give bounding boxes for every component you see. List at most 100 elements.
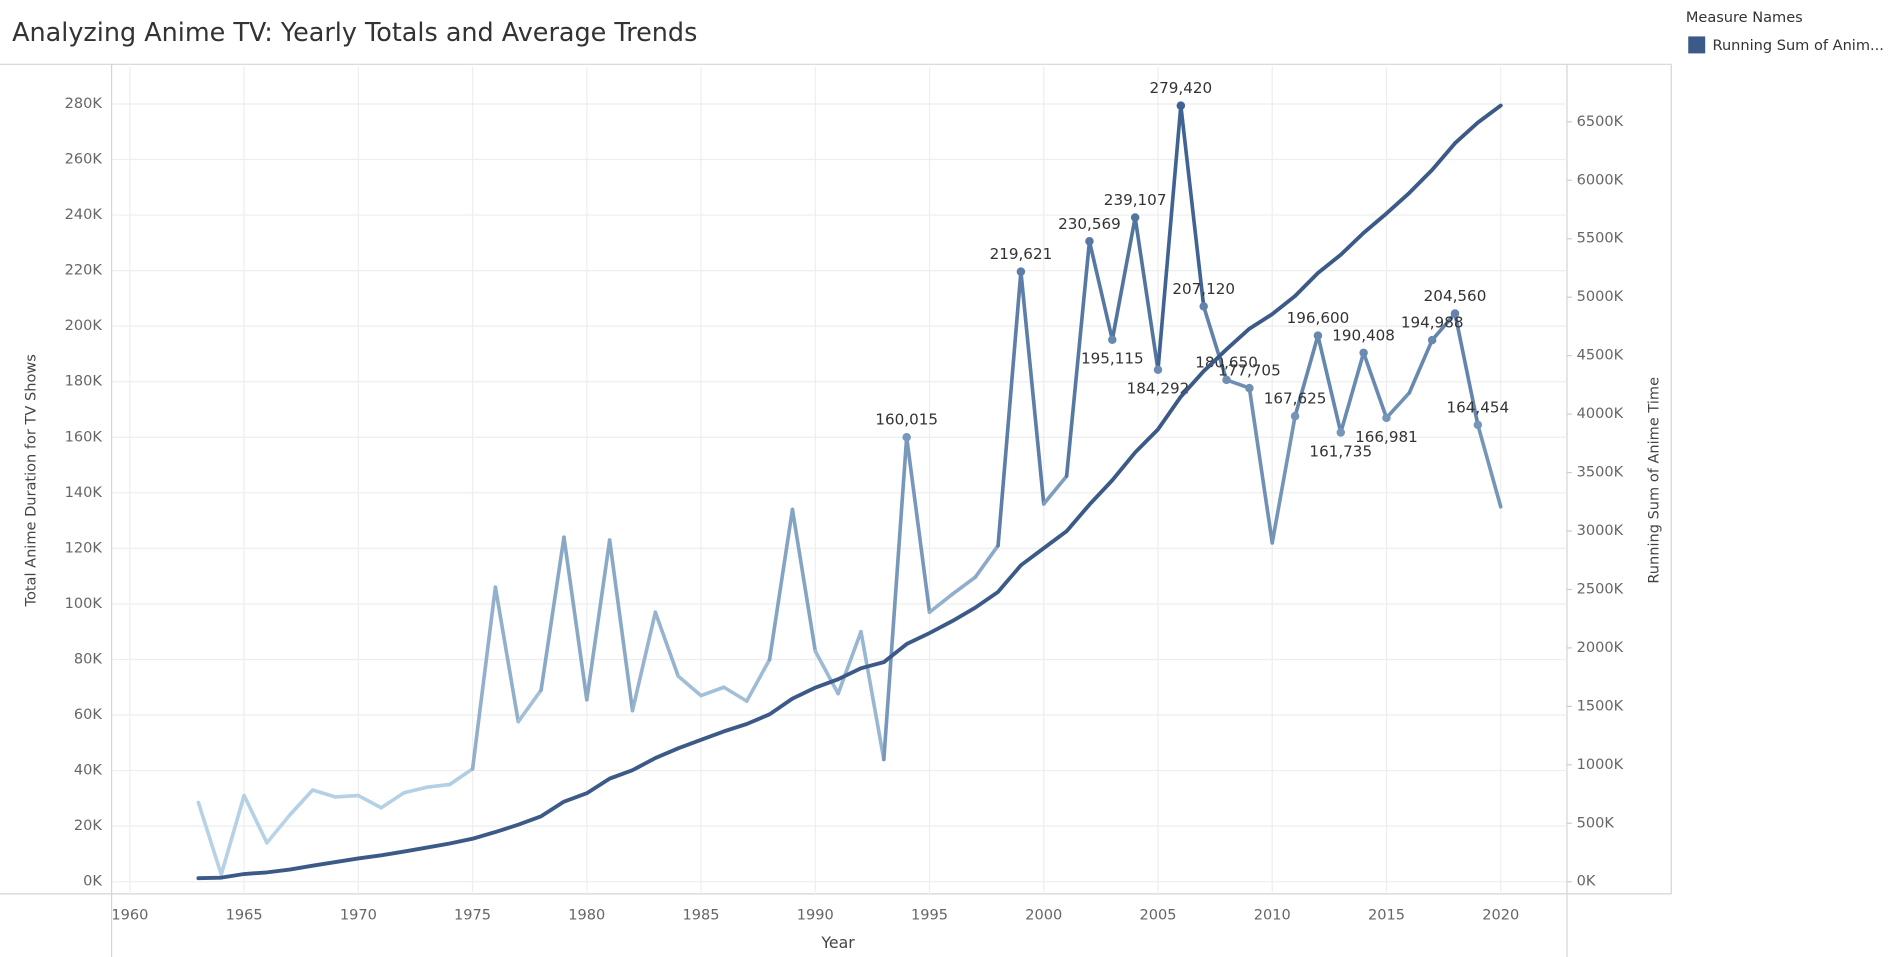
y2-tick-label: 2500K — [1577, 580, 1624, 597]
y2-tick-label: 3000K — [1577, 522, 1624, 539]
line-segment — [676, 674, 703, 698]
y2-tick-label: 0K — [1577, 873, 1596, 890]
data-label: 195,115 — [1081, 350, 1144, 368]
line-segment — [722, 685, 749, 703]
data-label: 190,408 — [1332, 326, 1395, 344]
x-tick-label: 1970 — [340, 907, 377, 924]
line-segment — [562, 535, 589, 702]
line-segment — [1087, 239, 1115, 342]
data-label: 239,107 — [1104, 191, 1167, 209]
data-label: 164,454 — [1447, 398, 1510, 416]
line-segment — [493, 585, 521, 724]
line-segment — [767, 507, 795, 662]
data-point — [1085, 237, 1094, 246]
line-segment — [1019, 269, 1046, 506]
line-segment — [1430, 311, 1457, 342]
x-tick-label: 2010 — [1254, 907, 1291, 924]
data-label: 184,292 — [1127, 380, 1190, 398]
line-segment — [950, 575, 978, 597]
y-axis-label: Total Anime Duration for TV Shows — [23, 354, 40, 607]
data-label: 219,621 — [990, 245, 1053, 263]
line-segment — [927, 592, 955, 615]
y-tick-label: 280K — [65, 95, 103, 112]
y2-tick-label: 1500K — [1577, 697, 1624, 714]
y-tick-label: 180K — [65, 373, 103, 390]
line-segment — [470, 585, 498, 771]
line-segment — [1201, 304, 1229, 382]
data-point — [1016, 267, 1026, 276]
data-label: 177,705 — [1218, 362, 1281, 380]
data-label: 207,120 — [1172, 280, 1235, 298]
data-label: 161,735 — [1309, 442, 1372, 460]
line-segment — [219, 793, 246, 877]
x-tick-label: 1995 — [911, 907, 948, 924]
line-segment — [516, 688, 543, 724]
line-segment — [447, 767, 475, 787]
data-label: 230,569 — [1058, 215, 1121, 233]
line-segment — [265, 813, 292, 845]
x-tick-label: 1990 — [797, 907, 834, 924]
line-segment — [425, 782, 452, 790]
data-label: 204,560 — [1424, 287, 1487, 305]
y2-axis-label: Running Sum of Anime Time — [1645, 377, 1662, 584]
line-segment — [607, 538, 635, 713]
y2-tick-label: 5500K — [1577, 230, 1624, 247]
y2-tick-label: 1000K — [1577, 756, 1624, 773]
y-tick-label: 120K — [65, 539, 103, 556]
y2-tick-label: 6000K — [1577, 171, 1624, 188]
y-tick-label: 20K — [74, 817, 103, 834]
line-segment — [790, 507, 818, 653]
data-point — [1222, 375, 1231, 385]
x-tick-label: 1965 — [226, 907, 263, 924]
data-label: 279,420 — [1149, 79, 1212, 97]
line-segment — [287, 788, 315, 817]
data-label: 167,625 — [1264, 390, 1327, 408]
line-segment — [1064, 239, 1092, 478]
y2-tick-label: 3500K — [1577, 464, 1624, 481]
legend-title: Measure Names — [1686, 9, 1803, 26]
chart-title: Analyzing Anime TV: Yearly Totals and Av… — [12, 18, 697, 48]
line-segment — [836, 629, 863, 696]
line-segment — [242, 793, 269, 845]
y2-tick-label: 4000K — [1577, 405, 1624, 422]
line-segment — [859, 629, 886, 762]
y-tick-label: 240K — [65, 206, 103, 223]
line-segment — [333, 793, 361, 799]
y2-tick-label: 6500K — [1577, 113, 1624, 130]
data-point — [1290, 411, 1300, 421]
line-segment — [539, 535, 566, 692]
data-label: 160,015 — [875, 411, 938, 429]
line-segment — [1361, 350, 1389, 420]
line-segment — [973, 543, 1000, 580]
line-segment — [356, 793, 383, 810]
y-tick-label: 200K — [65, 317, 103, 334]
y-tick-label: 260K — [65, 151, 103, 168]
line-segment — [1338, 350, 1366, 435]
x-tick-label: 2000 — [1025, 907, 1062, 924]
data-point — [1130, 213, 1140, 222]
x-tick-label: 2005 — [1139, 907, 1176, 924]
line-segment — [1247, 386, 1275, 545]
data-point — [1245, 383, 1254, 393]
line-segment — [1179, 103, 1206, 309]
line-segment — [1133, 215, 1160, 372]
line-segment — [310, 788, 338, 799]
data-point — [902, 432, 911, 442]
data-point — [1427, 335, 1437, 345]
y-tick-label: 0K — [83, 873, 102, 890]
line-segment — [630, 610, 658, 713]
x-tick-label: 1975 — [454, 907, 491, 924]
data-point — [1382, 413, 1391, 423]
y-tick-label: 160K — [65, 428, 103, 445]
data-label: 166,981 — [1355, 428, 1418, 446]
line-segment — [653, 610, 681, 678]
x-tick-label: 1980 — [568, 907, 605, 924]
y-tick-label: 140K — [65, 484, 103, 501]
line-segment — [699, 685, 726, 698]
data-point — [1359, 348, 1368, 358]
legend-swatch — [1688, 36, 1706, 54]
x-tick-label: 1985 — [683, 907, 720, 924]
data-label: 196,600 — [1287, 309, 1350, 327]
y2-tick-label: 500K — [1577, 814, 1615, 831]
